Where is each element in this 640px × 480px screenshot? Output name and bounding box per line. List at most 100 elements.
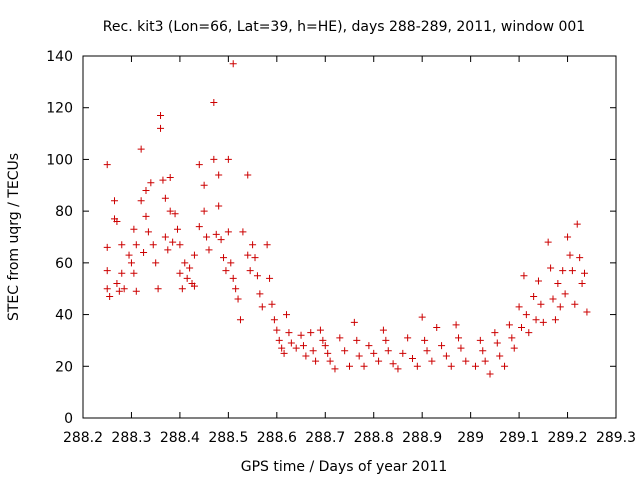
data-point [525, 329, 533, 337]
data-point [266, 274, 274, 282]
data-point [140, 249, 148, 257]
data-point [566, 251, 574, 259]
x-tick-label: 288.3 [111, 430, 151, 446]
data-point [549, 295, 557, 303]
data-point [249, 241, 257, 249]
data-point [215, 171, 223, 179]
y-tick-label: 0 [64, 411, 73, 427]
data-point [234, 295, 242, 303]
x-tick-label: 289 [457, 430, 484, 446]
data-point [382, 336, 390, 344]
data-point [161, 194, 169, 202]
data-point [280, 349, 288, 357]
x-tick-label: 289.3 [596, 430, 636, 446]
data-point [215, 202, 223, 210]
data-point [539, 318, 547, 326]
data-point [331, 365, 339, 373]
data-point [515, 303, 523, 311]
data-point [224, 228, 232, 236]
data-point [447, 362, 455, 370]
data-point [181, 259, 189, 267]
data-point [154, 285, 162, 293]
data-point [229, 60, 237, 68]
data-point [113, 217, 121, 225]
data-point [144, 228, 152, 236]
data-point [309, 347, 317, 355]
data-point [505, 321, 513, 329]
data-point [471, 362, 479, 370]
chart-title: Rec. kit3 (Lon=66, Lat=39, h=HE), days 2… [103, 19, 585, 35]
data-point [576, 254, 584, 262]
data-point [522, 311, 530, 319]
y-tick-label: 140 [46, 49, 73, 65]
data-point [137, 145, 145, 153]
data-point [583, 308, 591, 316]
data-point [379, 326, 387, 334]
data-point [190, 251, 198, 259]
data-point [186, 264, 194, 272]
data-point [581, 269, 589, 277]
data-point [375, 357, 383, 365]
data-point [236, 316, 244, 324]
data-point [217, 236, 225, 244]
data-point [520, 272, 528, 280]
data-point [452, 321, 460, 329]
data-point [501, 362, 509, 370]
data-point [142, 186, 150, 194]
data-point [227, 259, 235, 267]
data-point [319, 336, 327, 344]
data-point [561, 290, 569, 298]
data-point [195, 223, 203, 231]
data-point [166, 207, 174, 215]
y-tick-label: 60 [55, 256, 73, 272]
data-point [222, 267, 230, 275]
data-point [418, 313, 426, 321]
data-point [103, 161, 111, 169]
data-point [312, 357, 320, 365]
data-point [251, 254, 259, 262]
data-point [486, 370, 494, 378]
data-point [399, 349, 407, 357]
y-tick-label: 120 [46, 101, 73, 117]
data-point [326, 357, 334, 365]
data-point [442, 352, 450, 360]
x-tick-label: 288.8 [354, 430, 394, 446]
data-point [103, 285, 111, 293]
data-point [316, 326, 324, 334]
data-point [394, 365, 402, 373]
data-point [297, 331, 305, 339]
data-point [370, 349, 378, 357]
data-point [183, 274, 191, 282]
data-point [161, 233, 169, 241]
y-axis-label: STEC from uqrg / TECUs [6, 153, 22, 321]
data-point [244, 251, 252, 259]
x-tick-label: 288.7 [305, 430, 345, 446]
data-point [554, 280, 562, 288]
data-point [176, 269, 184, 277]
data-point [110, 197, 118, 205]
data-point [307, 329, 315, 337]
data-point [200, 207, 208, 215]
data-point [127, 259, 135, 267]
data-point [493, 339, 501, 347]
data-point [149, 241, 157, 249]
data-point [200, 181, 208, 189]
data-point [159, 176, 167, 184]
data-point [173, 225, 181, 233]
data-point [578, 280, 586, 288]
x-tick-label: 289.2 [547, 430, 587, 446]
x-tick-label: 288.2 [63, 430, 103, 446]
data-point [210, 155, 218, 163]
data-point [573, 220, 581, 228]
data-point [496, 352, 504, 360]
data-point [270, 316, 278, 324]
data-point [479, 347, 487, 355]
data-point [258, 303, 266, 311]
data-point [166, 174, 174, 182]
data-point [164, 246, 172, 254]
data-point [268, 300, 276, 308]
data-point [438, 342, 446, 350]
data-point [455, 334, 463, 342]
y-tick-label: 100 [46, 152, 73, 168]
